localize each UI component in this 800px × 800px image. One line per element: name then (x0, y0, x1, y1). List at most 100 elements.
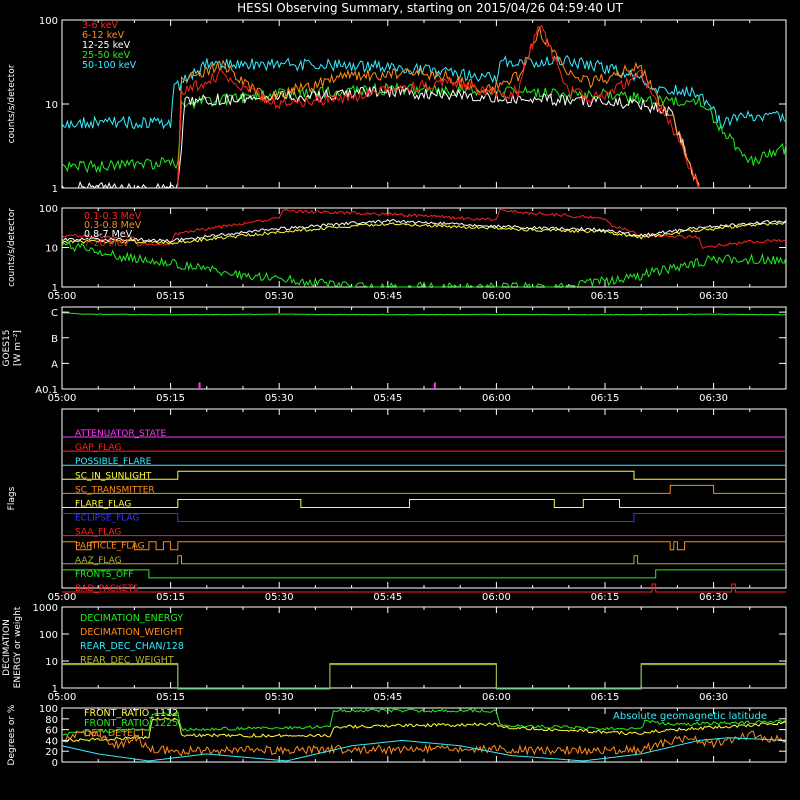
legend-entry: DET_DETECT_ (84, 728, 150, 739)
flag-label: GAP_FLAG (75, 443, 121, 453)
series-line-0-8-7-mev (61, 218, 787, 243)
series-line-yellow-ratio (61, 717, 787, 743)
legend-entry: REAR_DEC_WEIGHT (80, 655, 174, 666)
legend-entry: DECIMATION_WEIGHT (80, 627, 183, 638)
y-tick-label: B (51, 334, 58, 345)
y-axis-label: Degrees or % (7, 704, 17, 765)
y-axis-label: Flags (7, 486, 17, 510)
series-line-rear-dec-weight (62, 664, 786, 690)
flag-line-flare-flag (62, 499, 786, 508)
y-tick-label: 1 (52, 283, 58, 294)
flag-line-eclipse-flag (62, 513, 786, 522)
x-tick-label: 05:00 (48, 592, 77, 603)
y-tick-label: A0.1 (35, 385, 58, 396)
y-tick-label: 10 (45, 100, 58, 111)
legend-entry: 25-50 keV (82, 50, 131, 61)
x-tick-label: 05:00 (48, 393, 77, 404)
legend-entry: 0.3-0.8 MeV (84, 220, 142, 231)
series-line-50-100-kev (61, 54, 787, 130)
legend-entry: FRONT_RATIO_1112 (84, 708, 178, 719)
panel-frame (61, 306, 787, 390)
y-tick-label: 60 (45, 726, 58, 737)
panel-frame (61, 408, 787, 589)
x-tick-label: 05:15 (156, 393, 185, 404)
x-tick-label: 06:30 (699, 592, 728, 603)
legend-entry: REAR_DEC_CHAN/128 (80, 641, 184, 652)
flag-line-sc-transmitter (62, 484, 786, 494)
panel-goes: 05:00 05:15 05:30 05:45 06:00 06:15 06:30 A0.1 A… (2, 306, 787, 404)
flag-label: FLARE_FLAG (75, 499, 131, 509)
x-tick-label: 06:30 (699, 692, 728, 703)
series-line-latitude (61, 737, 787, 762)
y-tick-label: 10 (45, 244, 58, 255)
series-line-goes (61, 312, 787, 316)
flag-label: SC_TRANSMITTER (75, 485, 155, 495)
latitude-annotation: Absolute geomagnetic latitude (613, 711, 767, 722)
y-tick-label: 100 (39, 630, 58, 641)
x-tick-label: 06:15 (591, 592, 620, 603)
chart-title: HESSI Observing Summary, starting on 201… (237, 1, 623, 15)
x-tick-label: 05:45 (373, 393, 402, 404)
flag-label: POSSIBLE_FLARE (75, 457, 152, 467)
x-tick-label: 05:30 (265, 291, 294, 302)
x-tick-label: 06:00 (482, 393, 511, 404)
y-tick-label: 100 (39, 16, 58, 27)
y-axis-label: DECIMATION (2, 619, 12, 676)
legend-entry: DECIMATION_ENERGY (80, 613, 183, 624)
panel-high-energy: 05:00 05:15 05:30 05:45 06:00 06:15 06:30 1 10 10… (7, 204, 787, 302)
y-tick-label: 0 (52, 758, 58, 769)
x-tick-label: 06:30 (699, 291, 728, 302)
y-axis-label: GOES15 (2, 330, 12, 367)
flag-line-aaz-flag (62, 555, 786, 565)
y-tick-label: 20 (45, 747, 58, 758)
series-line-6-12-kev (177, 25, 700, 187)
y-tick-label: 80 (45, 715, 58, 726)
x-tick-label: 05:45 (373, 592, 402, 603)
x-tick-label: 06:30 (699, 393, 728, 404)
series-line-0-1-0-3-mev (61, 208, 787, 250)
flag-label: AAZ_FLAG (75, 556, 122, 566)
panel-decimation: 05:00 05:15 05:30 05:45 06:00 06:15 06:30 1 10 10… (2, 603, 787, 703)
x-tick-label: 05:15 (156, 291, 185, 302)
legend-entry: 50-100 keV (82, 60, 137, 71)
series-line-green-ratio (61, 708, 787, 737)
flag-line-bad-packets (62, 583, 786, 593)
series-line-12-25-kev (61, 85, 700, 190)
flag-line-sc-in-sunlight (62, 470, 786, 480)
x-tick-label: 06:00 (482, 692, 511, 703)
flag-label: BAD_PACKETS (75, 584, 139, 594)
y-axis-label: counts/s/detector (7, 208, 17, 287)
y-tick-label: A (51, 359, 58, 370)
series-line-3-6-kev (177, 24, 700, 189)
x-tick-label: 05:00 (48, 692, 77, 703)
y-axis-label: counts/s/detector (7, 64, 17, 143)
legend-entry: FRONT_RATIO_1225 (84, 718, 178, 729)
y-tick-label: 100 (39, 204, 58, 215)
flag-label: PARTICLE_FLAG (75, 542, 145, 552)
legend-entry: 3-6 keV (82, 20, 119, 31)
y-tick-label: 10 (45, 657, 58, 668)
legend-entry: 12-25 keV (82, 40, 131, 51)
x-tick-label: 05:15 (156, 592, 185, 603)
flag-line-fronts-off (62, 569, 786, 579)
legend-entry: 7-20 MeV (84, 238, 130, 249)
x-tick-label: 05:30 (265, 692, 294, 703)
x-tick-label: 05:15 (156, 692, 185, 703)
series-line-orange-ratio (61, 730, 787, 757)
x-tick-label: 06:15 (591, 692, 620, 703)
flag-label: ATTENUATOR_STATE (75, 429, 167, 439)
panel-flags: 05:00 05:15 05:30 05:45 06:00 06:15 06:30 ATTEN… (7, 408, 787, 603)
x-tick-label: 05:00 (48, 291, 77, 302)
flag-line-particle-flag (62, 541, 786, 551)
legend-entry: 0.8-7 MeV (84, 229, 133, 240)
y-tick-label: 1 (52, 184, 58, 195)
x-tick-label: 06:15 (591, 291, 620, 302)
x-tick-label: 05:30 (265, 393, 294, 404)
panel-frame (61, 207, 787, 288)
legend-entry: 0.1-0.3 MeV (84, 211, 142, 222)
y-tick-label: 100 (39, 704, 58, 715)
x-tick-label: 06:00 (482, 291, 511, 302)
